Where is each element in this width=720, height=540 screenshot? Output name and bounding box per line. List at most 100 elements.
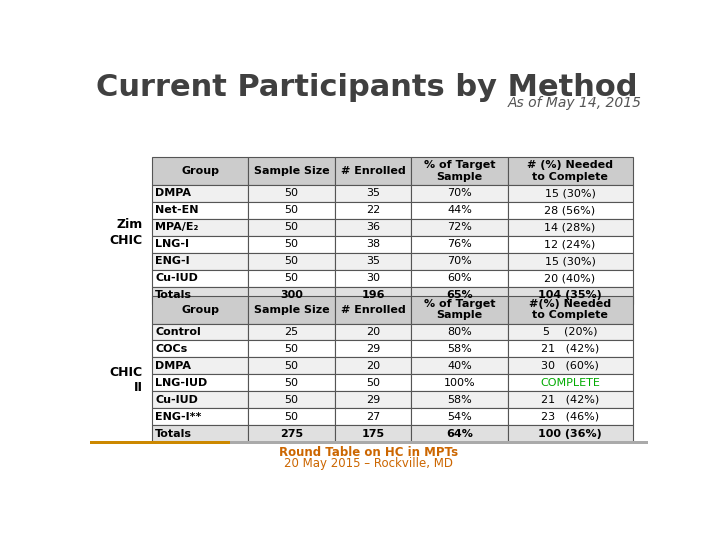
Bar bbox=[508, 287, 632, 303]
Text: 20: 20 bbox=[366, 361, 380, 371]
Text: 44%: 44% bbox=[447, 205, 472, 215]
Text: % of Target
Sample: % of Target Sample bbox=[424, 299, 495, 320]
Text: 20: 20 bbox=[366, 327, 380, 337]
Text: 22: 22 bbox=[366, 205, 380, 215]
Bar bbox=[411, 202, 508, 219]
Text: 15 (30%): 15 (30%) bbox=[544, 188, 595, 198]
Bar bbox=[508, 185, 632, 202]
Bar bbox=[248, 357, 335, 374]
Text: ENG-I: ENG-I bbox=[155, 256, 190, 266]
Bar bbox=[152, 408, 248, 425]
Text: COMPLETE: COMPLETE bbox=[540, 378, 600, 388]
Bar bbox=[508, 425, 632, 442]
Text: 5    (20%): 5 (20%) bbox=[543, 327, 598, 337]
Bar bbox=[152, 253, 248, 269]
Text: Round Table on HC in MPTs: Round Table on HC in MPTs bbox=[279, 447, 459, 460]
Bar bbox=[411, 357, 508, 374]
Text: 50: 50 bbox=[284, 378, 298, 388]
Bar bbox=[152, 185, 248, 202]
Bar bbox=[152, 374, 248, 392]
Text: 23   (46%): 23 (46%) bbox=[541, 411, 599, 422]
Text: Sample Size: Sample Size bbox=[253, 166, 329, 176]
Text: 15 (30%): 15 (30%) bbox=[544, 256, 595, 266]
Text: 38: 38 bbox=[366, 239, 380, 249]
Bar bbox=[248, 392, 335, 408]
Text: 72%: 72% bbox=[447, 222, 472, 232]
Bar bbox=[508, 236, 632, 253]
Text: Cu-IUD: Cu-IUD bbox=[155, 395, 198, 405]
Bar bbox=[335, 296, 411, 323]
Text: 30: 30 bbox=[366, 273, 380, 283]
Text: 300: 300 bbox=[280, 290, 303, 300]
Bar bbox=[335, 374, 411, 392]
Bar bbox=[152, 236, 248, 253]
Text: Totals: Totals bbox=[155, 429, 192, 438]
Text: # Enrolled: # Enrolled bbox=[341, 305, 405, 315]
Text: LNG-I: LNG-I bbox=[155, 239, 189, 249]
Text: Group: Group bbox=[181, 305, 219, 315]
Bar bbox=[508, 253, 632, 269]
Bar bbox=[508, 374, 632, 392]
Bar bbox=[411, 185, 508, 202]
Bar bbox=[248, 374, 335, 392]
Text: Zim: Zim bbox=[117, 219, 143, 232]
Text: 14 (28%): 14 (28%) bbox=[544, 222, 595, 232]
Bar bbox=[152, 340, 248, 357]
Bar bbox=[411, 323, 508, 340]
Bar bbox=[335, 219, 411, 236]
Text: 50: 50 bbox=[284, 239, 298, 249]
Text: 27: 27 bbox=[366, 411, 380, 422]
Bar bbox=[90, 441, 230, 444]
Text: CHIC: CHIC bbox=[109, 234, 143, 247]
Text: As of May 14, 2015: As of May 14, 2015 bbox=[508, 96, 642, 110]
Text: 70%: 70% bbox=[447, 256, 472, 266]
Bar bbox=[335, 185, 411, 202]
Bar bbox=[411, 236, 508, 253]
Bar bbox=[411, 340, 508, 357]
Bar bbox=[248, 408, 335, 425]
Text: Current Participants by Method: Current Participants by Method bbox=[96, 72, 638, 102]
Bar bbox=[508, 323, 632, 340]
Text: 30   (60%): 30 (60%) bbox=[541, 361, 599, 371]
Text: 50: 50 bbox=[284, 411, 298, 422]
Text: 50: 50 bbox=[284, 205, 298, 215]
Bar bbox=[248, 185, 335, 202]
Text: 65%: 65% bbox=[446, 290, 473, 300]
Bar bbox=[508, 157, 632, 185]
Bar bbox=[152, 269, 248, 287]
Text: 175: 175 bbox=[361, 429, 384, 438]
Text: 50: 50 bbox=[284, 273, 298, 283]
Text: 36: 36 bbox=[366, 222, 380, 232]
Bar bbox=[335, 392, 411, 408]
Bar bbox=[335, 425, 411, 442]
Text: 29: 29 bbox=[366, 395, 380, 405]
Bar bbox=[248, 340, 335, 357]
Text: Group: Group bbox=[181, 166, 219, 176]
Bar bbox=[152, 296, 248, 323]
Text: Sample Size: Sample Size bbox=[253, 305, 329, 315]
Text: 50: 50 bbox=[284, 395, 298, 405]
Text: 196: 196 bbox=[361, 290, 384, 300]
Text: 50: 50 bbox=[284, 256, 298, 266]
Bar bbox=[335, 236, 411, 253]
Bar bbox=[411, 253, 508, 269]
Text: 35: 35 bbox=[366, 188, 380, 198]
Text: 64%: 64% bbox=[446, 429, 473, 438]
Bar bbox=[411, 219, 508, 236]
Text: DMPA: DMPA bbox=[155, 188, 191, 198]
Text: Totals: Totals bbox=[155, 290, 192, 300]
Bar bbox=[508, 219, 632, 236]
Bar bbox=[508, 269, 632, 287]
Bar bbox=[335, 323, 411, 340]
Bar bbox=[508, 408, 632, 425]
Text: 25: 25 bbox=[284, 327, 298, 337]
Text: 21   (42%): 21 (42%) bbox=[541, 395, 599, 405]
Bar bbox=[152, 287, 248, 303]
Bar bbox=[248, 202, 335, 219]
Bar bbox=[335, 340, 411, 357]
Text: LNG-IUD: LNG-IUD bbox=[155, 378, 207, 388]
Text: 50: 50 bbox=[284, 361, 298, 371]
Text: Control: Control bbox=[155, 327, 201, 337]
Bar bbox=[335, 157, 411, 185]
Bar bbox=[248, 425, 335, 442]
